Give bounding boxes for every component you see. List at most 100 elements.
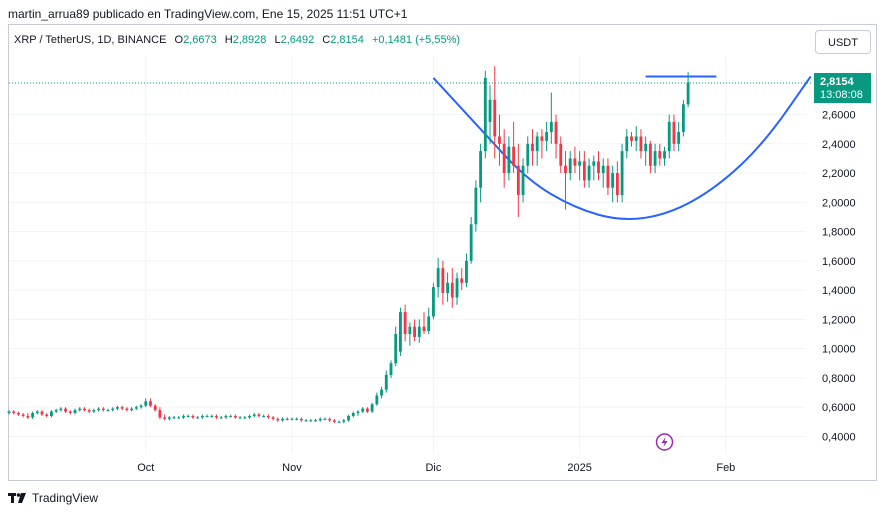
candle-body: [318, 418, 322, 421]
candle-body: [347, 415, 350, 421]
candle-body: [446, 282, 450, 294]
candle-body: [521, 165, 525, 196]
close-value: 2,8154: [330, 34, 364, 46]
candle-body: [356, 411, 360, 414]
candle-body: [271, 417, 275, 419]
candle-body: [120, 407, 124, 409]
candle-body: [507, 146, 511, 174]
candle-body: [441, 268, 445, 294]
y-tick-label: 1,2000: [822, 314, 856, 326]
candle-body: [139, 405, 143, 408]
candle-body: [64, 408, 68, 412]
high-value: 2,8928: [232, 34, 267, 46]
candle-body: [68, 411, 72, 414]
candle-body: [252, 414, 256, 416]
candle-body: [493, 99, 497, 137]
candle-body: [295, 418, 299, 420]
candle-body: [134, 407, 138, 409]
candle-body: [554, 121, 558, 144]
candle-body: [564, 165, 567, 174]
candle-body: [512, 146, 516, 166]
candle-body: [172, 417, 176, 419]
candle-body: [408, 326, 412, 335]
candle-body: [399, 312, 402, 352]
candle-body: [35, 411, 39, 414]
candle-body: [450, 282, 454, 298]
candle-body: [158, 410, 162, 418]
candle-body: [432, 287, 435, 317]
candle-body: [597, 161, 600, 174]
tradingview-logo[interactable]: TradingView: [8, 491, 98, 505]
x-axis: Oct Nov Dic 2025 Feb: [137, 462, 735, 474]
candle-body: [488, 99, 492, 122]
open-label: O: [174, 34, 184, 46]
candle-body: [205, 415, 209, 417]
candle-body: [314, 420, 317, 422]
candle-body: [7, 411, 11, 414]
y-axis: 0,4000 0,6000 0,8000 1,0000 1,2000 1,4000 1,60…: [822, 110, 856, 444]
candle-body: [526, 143, 530, 166]
candle-body: [403, 312, 407, 335]
candle-body: [465, 260, 468, 283]
x-tick-label: Nov: [282, 462, 302, 474]
candle-body: [191, 415, 195, 418]
candle-body: [686, 82, 690, 105]
candle-body: [658, 151, 662, 159]
candle-body: [455, 278, 459, 298]
candle-body: [40, 411, 44, 415]
candle-body: [460, 278, 464, 283]
close-label: C: [322, 34, 331, 46]
candle-body: [587, 165, 591, 181]
y-tick-label: 2,4000: [822, 139, 856, 151]
candle-body: [620, 151, 624, 196]
candle-body: [83, 408, 86, 411]
candle-body: [479, 151, 483, 188]
tradingview-icon: [8, 493, 26, 503]
candle-body: [389, 363, 393, 375]
candle-body: [59, 408, 63, 411]
candle-body: [281, 418, 284, 421]
y-tick-label: 1,4000: [822, 285, 856, 297]
candle-body: [559, 143, 563, 166]
candle-body: [351, 413, 355, 416]
candle-body: [573, 158, 577, 166]
candle-body: [535, 136, 539, 152]
candle-body: [644, 143, 648, 152]
candle-body: [427, 316, 431, 332]
candle-body: [549, 121, 553, 133]
currency-button[interactable]: USDT: [815, 30, 871, 54]
candle-body: [144, 401, 148, 406]
candle-body: [328, 418, 332, 421]
candle-body: [342, 420, 346, 422]
candle-body: [677, 132, 681, 144]
candle-body: [370, 404, 374, 412]
candle-body: [243, 417, 247, 419]
candle-body: [474, 187, 478, 225]
brand-name: TradingView: [32, 491, 99, 505]
candle-body: [233, 415, 237, 418]
symbol-name[interactable]: XRP / TetherUS, 1D, BINANCE: [14, 34, 167, 46]
candle-body: [210, 415, 214, 417]
candle-body: [606, 165, 610, 188]
candle-body: [17, 413, 20, 415]
candle-body: [601, 165, 605, 174]
candle-body: [31, 413, 34, 418]
candle-body: [248, 415, 251, 418]
candles: [7, 66, 690, 424]
candle-body: [592, 161, 596, 166]
candle-body: [177, 417, 181, 419]
last-price-value: 2,8154: [820, 76, 854, 88]
candle-body: [375, 395, 379, 405]
publisher-line: martin_arrua89 publicado en TradingView.…: [8, 7, 408, 21]
candle-body: [238, 417, 242, 419]
candle-body: [545, 132, 549, 141]
y-tick-label: 0,6000: [822, 402, 856, 414]
candle-body: [21, 414, 25, 416]
candle-body: [639, 136, 643, 152]
candle-body: [630, 136, 633, 141]
candle-body: [568, 158, 572, 174]
candle-body: [196, 417, 200, 419]
candle-body: [309, 420, 313, 422]
candle-body: [200, 415, 204, 418]
